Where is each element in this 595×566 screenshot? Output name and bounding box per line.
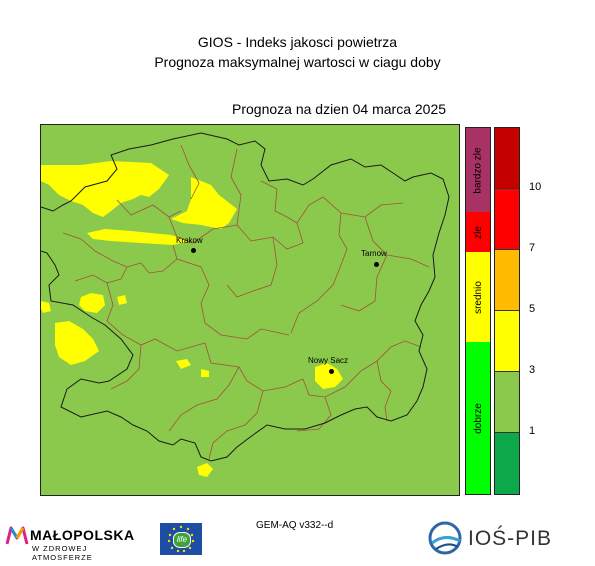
moderate-zone-north bbox=[41, 161, 169, 217]
moderate-zone-west1 bbox=[79, 293, 105, 313]
moderate-zone-west2 bbox=[41, 301, 51, 313]
city-label-krakow: Krakow bbox=[176, 236, 203, 245]
forecast-date: Prognoza na dzien 04 marca 2025 bbox=[232, 101, 447, 117]
malopolska-logo-name: MAŁOPOLSKA bbox=[30, 527, 135, 543]
county-borders bbox=[62, 144, 430, 460]
moderate-zone-south3 bbox=[197, 463, 213, 477]
malopolska-logo: MAŁOPOLSKA W ZDROWEJ ATMOSFERZE bbox=[5, 524, 134, 562]
legend-category-dobrze: dobrze bbox=[466, 342, 490, 494]
city-label-nowy-sacz: Nowy Sacz bbox=[308, 356, 349, 365]
moderate-zones bbox=[41, 161, 343, 477]
moderate-zone-south1 bbox=[176, 359, 191, 369]
scale-segment bbox=[495, 372, 519, 433]
ios-pib-globe-icon bbox=[428, 521, 462, 555]
map-subtitle: Prognoza maksymalnej wartosci w ciagu do… bbox=[154, 54, 441, 70]
scale-segment bbox=[495, 433, 519, 494]
voivodeship-border bbox=[41, 132, 450, 462]
eu-stars-icon bbox=[167, 525, 195, 553]
city-marker-tarnow bbox=[374, 262, 379, 267]
scale-segment bbox=[495, 250, 519, 311]
scale-segment bbox=[495, 311, 519, 372]
moderate-zone-krakow-band bbox=[87, 229, 189, 245]
moderate-zone-southwest bbox=[55, 321, 99, 365]
map-canvas bbox=[41, 132, 450, 477]
moderate-zone-south2 bbox=[201, 369, 209, 377]
ios-pib-logo-name: IOŚ-PIB bbox=[468, 527, 553, 550]
scale-tick-10: 10 bbox=[529, 181, 542, 193]
eu-life-logo: life bbox=[160, 523, 202, 555]
scale-tick-5: 5 bbox=[529, 303, 536, 315]
life-logo-text: life bbox=[173, 532, 191, 548]
city-marker-krakow bbox=[191, 248, 196, 253]
legend-category-srednio: srednio bbox=[466, 252, 490, 343]
city-label-tarnow: Tarnow bbox=[361, 249, 387, 258]
scale-tick-1: 1 bbox=[529, 425, 536, 437]
malopolska-logo-tagline: W ZDROWEJ ATMOSFERZE bbox=[32, 544, 93, 562]
scale-tick-3: 3 bbox=[529, 364, 536, 376]
legend-category-bardzo-zle: bardzo zle bbox=[466, 128, 490, 213]
moderate-zone-west3 bbox=[117, 295, 127, 305]
legend-category-label: zle bbox=[472, 225, 484, 239]
index-scale-bar bbox=[494, 127, 520, 495]
legend-category-label: srednio bbox=[472, 280, 484, 314]
moderate-zone-northeast bbox=[171, 177, 237, 229]
map-title: GIOS - Indeks jakosci powietrza bbox=[197, 34, 398, 50]
legend-category-zle: zle bbox=[466, 212, 490, 253]
scale-segment bbox=[495, 189, 519, 250]
category-legend: bardzo zle zle srednio dobrze bbox=[465, 127, 491, 495]
city-marker-nowy-sacz bbox=[329, 369, 334, 374]
air-quality-map bbox=[40, 124, 460, 496]
legend-category-label: bardzo zle bbox=[472, 146, 484, 194]
scale-tick-7: 7 bbox=[529, 242, 536, 254]
legend-category-label: dobrze bbox=[472, 402, 484, 434]
ios-pib-logo: IOŚ-PIB bbox=[428, 521, 551, 560]
scale-segment bbox=[495, 128, 519, 189]
model-version: GEM-AQ v332--d bbox=[256, 520, 334, 531]
moderate-zone-nowy-sacz bbox=[315, 363, 343, 389]
malopolska-m-icon bbox=[5, 526, 29, 545]
